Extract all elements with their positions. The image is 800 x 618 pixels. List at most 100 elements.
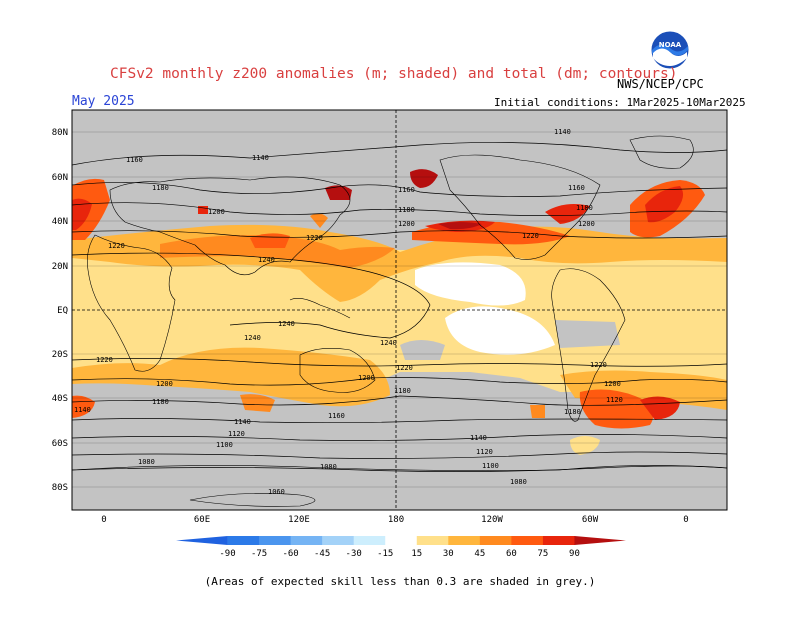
lat-tick: 40S <box>52 394 68 404</box>
colorbar-label: 60 <box>506 549 517 559</box>
noaa-logo: NOAA <box>650 30 690 70</box>
lat-tick: 20S <box>52 350 68 360</box>
colorbar-swatch <box>385 536 418 545</box>
colorbar-label: 15 <box>411 549 422 559</box>
organization: NWS/NCEP/CPC <box>617 77 704 91</box>
colorbar-label: -60 <box>282 549 298 559</box>
colorbar-label: -75 <box>251 549 267 559</box>
chart-title: CFSv2 monthly z200 anomalies (m; shaded)… <box>110 66 678 82</box>
contour-label: 1200 <box>578 220 595 228</box>
lat-tick: 60S <box>52 439 68 449</box>
anomaly-90-bering <box>410 169 438 188</box>
colorbar-swatch <box>259 536 292 545</box>
colorbar: -90 -75 -60 -45 -30 -15 15 30 45 60 75 90 <box>176 536 626 559</box>
colorbar-label: -15 <box>377 549 393 559</box>
contour-label: 1180 <box>398 206 415 214</box>
lon-tick: 0 <box>683 515 688 525</box>
logo-text: NOAA <box>659 41 682 49</box>
anomaly-30-45-satlantic <box>560 370 727 410</box>
contour-label: 1120 <box>228 430 245 438</box>
lon-tick: 60E <box>194 515 210 525</box>
colorbar-label: -30 <box>346 549 362 559</box>
contour-label: 1100 <box>216 441 233 449</box>
contour-label: 1140 <box>234 418 251 426</box>
contour-label: 1080 <box>138 458 155 466</box>
coastlines <box>72 135 727 507</box>
height-contours <box>72 142 727 472</box>
anomaly-75-90-europe <box>72 198 92 230</box>
contour-label: 1200 <box>156 380 173 388</box>
lon-tick: 120W <box>481 515 503 525</box>
lon-tick: 120E <box>288 515 310 525</box>
colorbar-label: -45 <box>314 549 330 559</box>
contour-label: 1180 <box>152 398 169 406</box>
contour-label: 1200 <box>208 208 225 216</box>
colorbar-swatch <box>479 536 512 545</box>
footnote: (Areas of expected skill less than 0.3 a… <box>204 575 596 588</box>
contour-label: 1220 <box>108 242 125 250</box>
map-frame <box>71 109 728 511</box>
contour-label: 1160 <box>328 412 345 420</box>
anomaly-near-zero-north <box>415 262 526 306</box>
contour-label: 1220 <box>396 364 413 372</box>
colorbar-swatch <box>353 536 386 545</box>
anomaly-75-90-namerica <box>545 204 590 224</box>
lon-tick: 0 <box>101 515 106 525</box>
contour-label: 1240 <box>380 339 397 347</box>
anomaly-90-pacific <box>438 222 482 230</box>
anomaly-near-zero-south <box>445 306 555 355</box>
anomaly-45-60-indian <box>240 394 275 412</box>
colorbar-swatch <box>322 536 355 545</box>
contour-label: 1160 <box>568 184 585 192</box>
lon-axis: 0 60E 120E 180 120W 60W 0 <box>101 515 688 525</box>
colorbar-swatch <box>574 536 626 545</box>
contour-label: 1180 <box>394 387 411 395</box>
contour-label: 1220 <box>590 361 607 369</box>
colorbar-label: 45 <box>474 549 485 559</box>
anomaly-75-90-natlantic <box>645 186 684 223</box>
colorbar-label: 30 <box>443 549 454 559</box>
colorbar-swatch <box>176 536 228 545</box>
contour-label: 1220 <box>306 234 323 242</box>
colorbar-swatch <box>416 536 449 545</box>
anomaly-30-45-south <box>72 347 390 407</box>
contour-label: 1240 <box>278 320 295 328</box>
contour-label: 1200 <box>398 220 415 228</box>
contour-label: 1240 <box>244 334 261 342</box>
colorbar-label: 90 <box>569 549 580 559</box>
contour-label: 1200 <box>358 374 375 382</box>
contour-label: 1120 <box>606 396 623 404</box>
colorbar-label: 75 <box>538 549 549 559</box>
lat-axis: 80N 60N 40N 20N EQ 20S 40S 60S 80S <box>52 128 68 493</box>
skill-mask-pacific <box>400 340 445 360</box>
colorbar-swatch <box>511 536 544 545</box>
lat-tick: 80N <box>52 128 68 138</box>
contour-label: 1160 <box>398 186 415 194</box>
colorbar-swatch <box>290 536 323 545</box>
anomaly-45-60-small <box>530 405 545 418</box>
lat-tick: 60N <box>52 173 68 183</box>
colorbar-label: -90 <box>219 549 235 559</box>
initial-conditions: Initial conditions: 1Mar2025-10Mar2025 <box>494 96 746 109</box>
contour-label: 1060 <box>268 488 285 496</box>
anomaly-45-60-asia <box>160 235 395 268</box>
contour-label: 1100 <box>482 462 499 470</box>
contour-label: 1160 <box>126 156 143 164</box>
anomaly-75-90-satlantic <box>640 396 680 420</box>
anomaly-90-siberia <box>325 185 352 200</box>
contour-label: 1140 <box>554 128 571 136</box>
colorbar-swatch <box>448 536 481 545</box>
contour-label: 1080 <box>320 463 337 471</box>
lat-tick: 40N <box>52 217 68 227</box>
contour-label: 1080 <box>510 478 527 486</box>
contour-label: 1220 <box>96 356 113 364</box>
contour-label: 1180 <box>576 204 593 212</box>
contour-label: 1140 <box>470 434 487 442</box>
colorbar-swatch <box>227 536 260 545</box>
contour-label: 1140 <box>252 154 269 162</box>
contour-label: 1140 <box>74 406 91 414</box>
anomaly-45-60-eastasia <box>310 213 328 228</box>
contour-label: 1180 <box>564 408 581 416</box>
lat-tick: 20N <box>52 262 68 272</box>
skill-mask-samerica <box>555 320 620 348</box>
